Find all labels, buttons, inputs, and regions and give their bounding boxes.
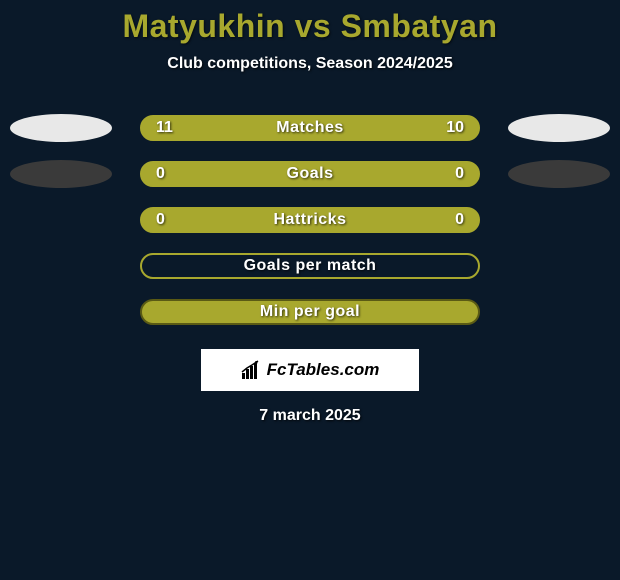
logo-text: FcTables.com [267, 360, 380, 380]
stat-value-right: 0 [455, 165, 464, 183]
stat-value-left: 0 [156, 165, 165, 183]
stat-row: 0 0 Hattricks [0, 197, 620, 243]
player-right-ellipse [508, 160, 610, 188]
stat-row: 11 10 Matches [0, 105, 620, 151]
stat-rows: 11 10 Matches 0 0 Goals 0 0 Hattricks Goals per m… [0, 105, 620, 335]
stat-label: Goals per match [244, 257, 377, 275]
stat-bar: 0 0 Hattricks [140, 207, 480, 233]
player-right-ellipse [508, 114, 610, 142]
stat-label: Hattricks [274, 211, 347, 229]
stat-label: Min per goal [260, 303, 360, 321]
player-left-ellipse [10, 160, 112, 188]
stat-value-right: 10 [446, 119, 464, 137]
stat-value-left: 0 [156, 211, 165, 229]
stat-row: Min per goal [0, 289, 620, 335]
logo-block: FcTables.com [201, 349, 419, 391]
stat-label: Matches [276, 119, 344, 137]
stat-label: Goals [287, 165, 334, 183]
stat-row: 0 0 Goals [0, 151, 620, 197]
stat-value-left: 11 [156, 119, 173, 137]
stat-bar: 11 10 Matches [140, 115, 480, 141]
page-title: Matyukhin vs Smbatyan [0, 8, 620, 45]
stat-bar: 0 0 Goals [140, 161, 480, 187]
subtitle: Club competitions, Season 2024/2025 [0, 55, 620, 73]
stat-bar: Goals per match [140, 253, 480, 279]
player-left-ellipse [10, 114, 112, 142]
date-label: 7 march 2025 [0, 407, 620, 425]
stat-row: Goals per match [0, 243, 620, 289]
stat-value-right: 0 [455, 211, 464, 229]
logo-inner: FcTables.com [241, 359, 380, 381]
stat-bar: Min per goal [140, 299, 480, 325]
comparison-card: Matyukhin vs Smbatyan Club competitions,… [0, 0, 620, 425]
barchart-icon [241, 359, 263, 381]
